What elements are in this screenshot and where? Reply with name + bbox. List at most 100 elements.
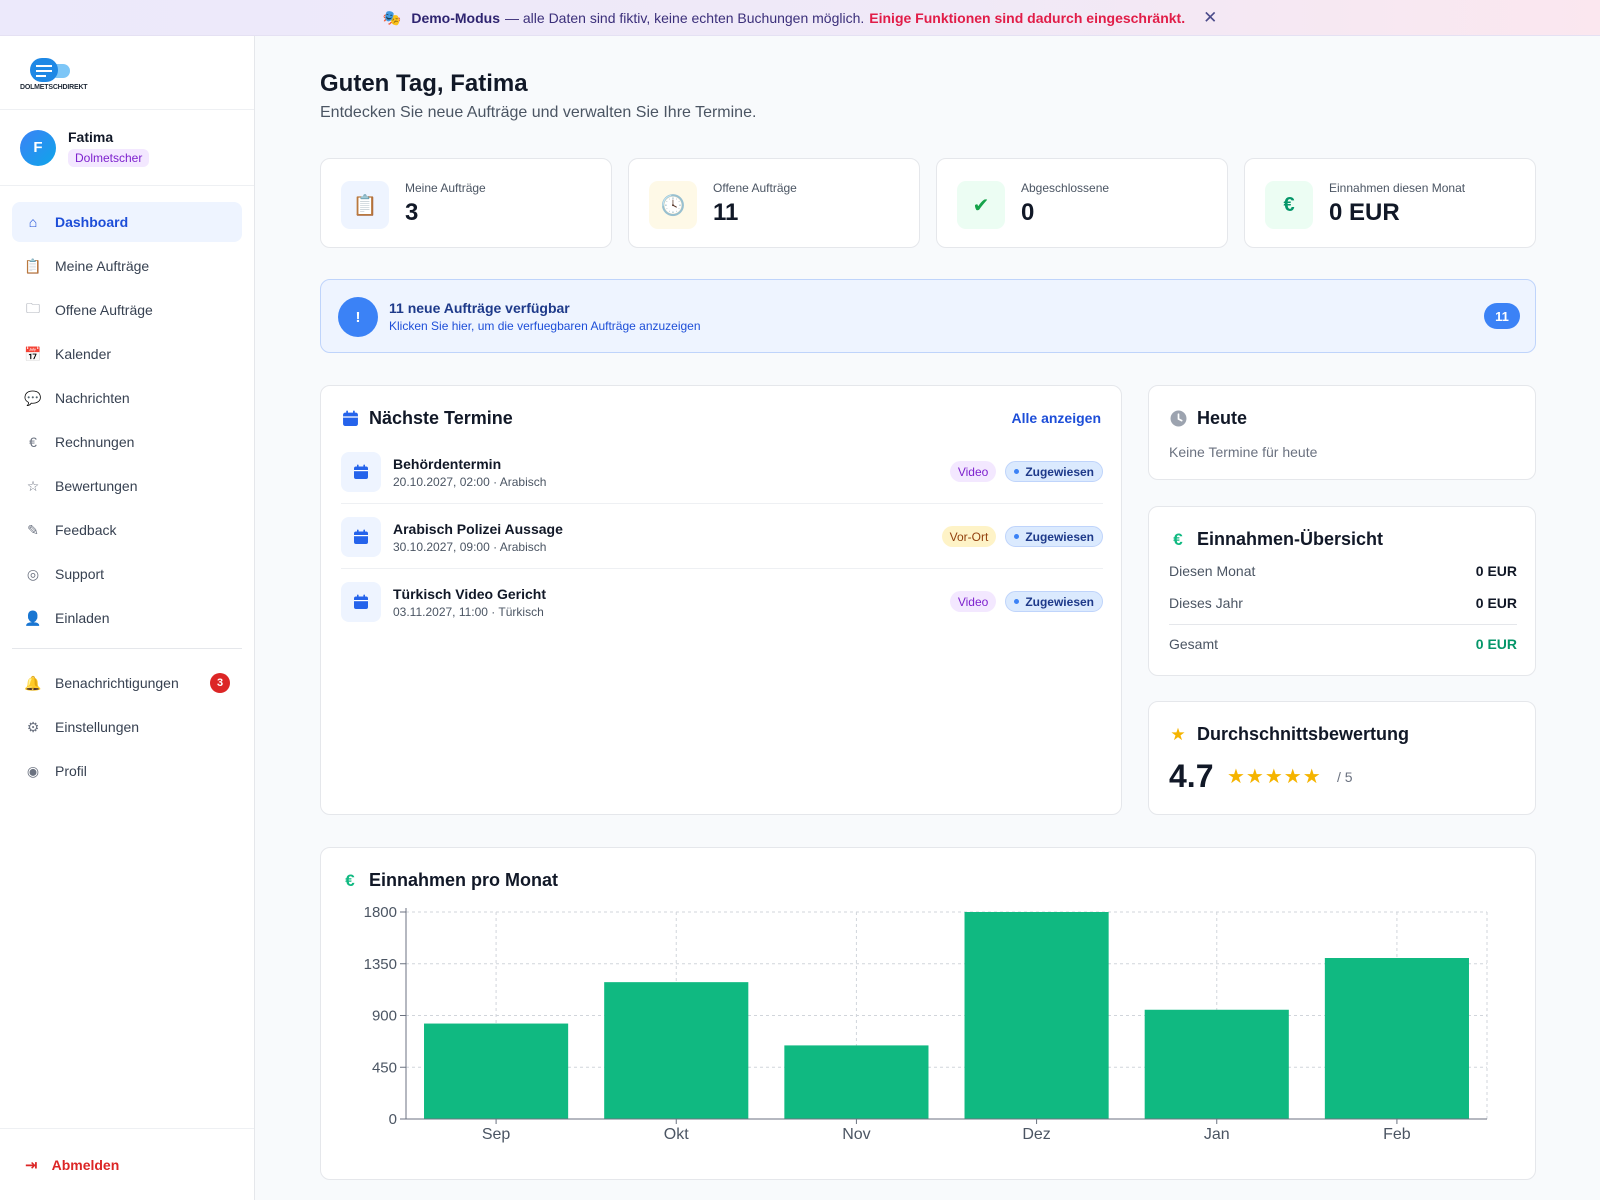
sidebar-item-label: Meine Aufträge (55, 258, 150, 274)
sidebar-item-label: Nachrichten (55, 390, 130, 406)
appointment-meta: 03.11.2027, 11:00 · Türkisch (393, 605, 544, 619)
status-badge: Zugewiesen (1005, 526, 1103, 547)
y-tick-label: 0 (389, 1111, 397, 1128)
page-subtitle: Entdecken Sie neue Aufträge und verwalte… (320, 104, 757, 121)
logo[interactable]: DOLMETSCHDIREKT (0, 36, 254, 110)
star-icon: ★ (1170, 724, 1186, 744)
page-title: Guten Tag, Fatima (320, 70, 528, 97)
y-tick-label: 900 (372, 1008, 397, 1025)
type-badge: Vor-Ort (941, 526, 997, 547)
earnings-value: 0 EUR (1475, 636, 1517, 652)
earnings-label: Dieses Jahr (1169, 595, 1243, 611)
user-name: Fatima (68, 128, 114, 145)
stat-card-meine-auftraege: 📋 Meine Aufträge 3 (320, 158, 612, 248)
euro-icon: € (29, 434, 37, 450)
sidebar-item-profil[interactable]: ◉ Profil (12, 751, 242, 791)
sidebar-item-dashboard[interactable]: ⌂ Dashboard (12, 202, 242, 242)
today-card: Heute Keine Termine für heute (1148, 385, 1536, 480)
x-tick-label: Dez (1022, 1126, 1050, 1143)
bell-icon: 🔔 (24, 674, 42, 691)
monthly-earnings-chart-card: € Einnahmen pro Monat 0 450 900 1350 1800 Sep… (320, 847, 1536, 1180)
calendar-icon (341, 452, 381, 492)
sidebar-item-label: Support (55, 566, 105, 582)
stat-value: 0 EUR (1329, 199, 1400, 226)
banner-text: — alle Daten sind fiktiv, keine echten B… (505, 9, 865, 26)
appointment-title: Behördentermin (393, 456, 502, 472)
appointment-row[interactable]: Arabisch Polizei Aussage 30.10.2027, 09:… (341, 505, 1103, 569)
bar-nov (784, 1045, 929, 1119)
earnings-divider (1169, 624, 1517, 625)
appointment-row[interactable]: Behördentermin 20.10.2027, 02:00 · Arabi… (341, 440, 1103, 504)
sidebar-item-rechnungen[interactable]: € Rechnungen (12, 422, 242, 462)
sidebar-item-einstellungen[interactable]: ⚙ Einstellungen (12, 707, 242, 747)
check-circle-icon: ✔ (957, 181, 1005, 229)
gear-icon: ⚙ (26, 718, 40, 735)
notice-text: Klicken Sie hier, um die verfuegbaren Au… (389, 319, 701, 333)
today-empty-text: Keine Termine für heute (1169, 444, 1318, 460)
sidebar-item-meine-auftraege[interactable]: 📋 Meine Aufträge (12, 246, 242, 286)
earnings-label: Diesen Monat (1169, 563, 1256, 579)
rating-value: 4.7 (1169, 758, 1214, 794)
chat-icon: 💬 (24, 389, 42, 406)
logout-icon: ⇥ (25, 1156, 38, 1174)
sidebar-item-feedback[interactable]: ✎ Feedback (12, 510, 242, 550)
sidebar-item-bewertungen[interactable]: ☆ Bewertungen (12, 466, 242, 506)
bar-chart: 0 450 900 1350 1800 Sep Okt Nov Dez Jan Feb (364, 904, 1488, 1143)
star-icon: ☆ (26, 477, 40, 494)
mask-icon: 🎭 (382, 9, 402, 27)
card-title: € Einnahmen pro Monat (341, 870, 558, 891)
role-badge: Dolmetscher (68, 148, 150, 167)
calendar-icon (341, 517, 381, 557)
sidebar-item-nachrichten[interactable]: 💬 Nachrichten (12, 378, 242, 418)
banner-title: Demo-Modus (411, 9, 500, 26)
feedback-icon: ✎ (27, 521, 39, 538)
appointment-title: Arabisch Polizei Aussage (393, 521, 563, 537)
logo-mark: DOLMETSCHDIREKT (20, 58, 90, 94)
sidebar-item-label: Einstellungen (55, 719, 140, 735)
sidebar-item-label: Rechnungen (55, 434, 135, 450)
today-title: Heute (1197, 408, 1248, 428)
x-tick-label: Feb (1383, 1126, 1411, 1143)
euro-icon: € (345, 870, 355, 890)
new-jobs-notice[interactable]: ! 11 neue Aufträge verfügbar Klicken Sie… (320, 279, 1536, 353)
appointment-row[interactable]: Türkisch Video Gericht 03.11.2027, 11:00… (341, 570, 1103, 634)
notice-title: 11 neue Aufträge verfügbar (389, 300, 570, 316)
card-title: Heute (1169, 408, 1247, 429)
card-title: Nächste Termine (341, 408, 513, 429)
notification-count-badge: 3 (210, 673, 230, 693)
y-tick-label: 450 (372, 1059, 397, 1076)
stat-card-offene-auftraege: 🕓 Offene Aufträge 11 (628, 158, 920, 248)
x-tick-label: Okt (664, 1126, 689, 1143)
sidebar-nav: ⌂ Dashboard 📋 Meine Aufträge 🗀 Offene Au… (0, 186, 254, 791)
calendar-icon (341, 582, 381, 622)
stat-value: 11 (713, 199, 739, 226)
clock-icon: 🕓 (649, 181, 697, 229)
appointment-meta: 20.10.2027, 02:00 · Arabisch (393, 475, 547, 489)
banner-warning: Einige Funktionen sind dadurch eingeschr… (869, 9, 1186, 26)
sidebar-item-label: Kalender (55, 346, 112, 362)
sidebar-item-benachrichtigungen[interactable]: 🔔 Benachrichtigungen 3 (12, 663, 242, 703)
earnings-row-year: Dieses Jahr 0 EUR (1169, 595, 1517, 611)
status-label: Zugewiesen (1025, 529, 1094, 544)
bar-dez (964, 912, 1109, 1119)
logout-button[interactable]: ⇥ Abmelden (0, 1128, 254, 1200)
rating-stars: ★★★★★ (1227, 766, 1322, 788)
earnings-label: Gesamt (1169, 636, 1219, 652)
show-all-link[interactable]: Alle anzeigen (1011, 410, 1101, 426)
sidebar-item-support[interactable]: ◎ Support (12, 554, 242, 594)
sidebar-item-offene-auftraege[interactable]: 🗀 Offene Aufträge (12, 290, 242, 330)
avatar: F (20, 129, 56, 166)
x-tick-label: Nov (842, 1126, 870, 1143)
home-icon: ⌂ (28, 214, 38, 230)
status-badge: Zugewiesen (1005, 591, 1103, 612)
sidebar-item-einladen[interactable]: 👤 Einladen (12, 598, 242, 638)
card-title: ★ Durchschnittsbewertung (1169, 724, 1409, 745)
logout-label: Abmelden (51, 1156, 120, 1173)
x-tick-label: Jan (1204, 1126, 1230, 1143)
user-circle-icon: ◉ (26, 762, 40, 779)
folder-icon: 🗀 (26, 300, 40, 316)
sidebar-item-kalender[interactable]: 📅 Kalender (12, 334, 242, 374)
close-icon[interactable]: ✕ (1203, 7, 1218, 27)
chart-title: Einnahmen pro Monat (369, 870, 558, 890)
type-badge: Video (949, 591, 997, 612)
